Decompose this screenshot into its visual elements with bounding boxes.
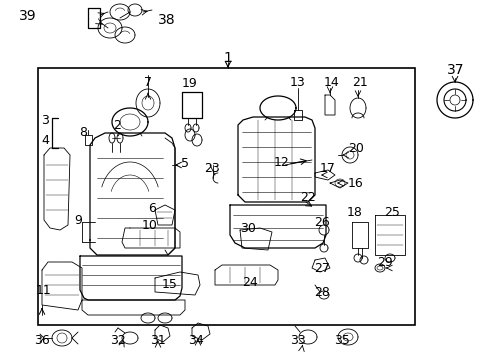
Text: 29: 29 [376,256,392,270]
Text: 6: 6 [148,202,156,215]
Text: 38: 38 [158,13,176,27]
Text: 28: 28 [313,287,329,300]
Text: 37: 37 [447,63,464,77]
Text: 19: 19 [182,77,198,90]
Text: 24: 24 [242,276,257,289]
Text: 26: 26 [313,216,329,229]
Text: 9: 9 [74,213,82,226]
Text: 33: 33 [289,333,305,346]
Text: 13: 13 [289,76,305,89]
Text: 31: 31 [150,333,165,346]
Text: 5: 5 [181,157,189,170]
Text: 35: 35 [333,333,349,346]
Text: 11: 11 [36,284,52,297]
Text: 2: 2 [113,118,121,131]
Text: 22: 22 [300,190,315,203]
Text: 17: 17 [320,162,335,175]
Text: 14: 14 [324,76,339,89]
Text: 25: 25 [383,206,399,219]
Text: 20: 20 [347,141,363,154]
Text: 36: 36 [34,333,50,346]
Text: 16: 16 [347,176,363,189]
Text: 8: 8 [79,126,87,139]
Text: 32: 32 [110,333,125,346]
Text: 7: 7 [143,76,152,89]
Text: 12: 12 [274,156,289,168]
Text: 23: 23 [203,162,220,175]
Text: 39: 39 [19,9,37,23]
Text: 21: 21 [351,76,367,89]
Text: 18: 18 [346,206,362,219]
Text: 34: 34 [188,333,203,346]
Text: 30: 30 [240,221,255,234]
Text: 3: 3 [41,113,49,126]
Text: 4: 4 [41,134,49,147]
Text: 15: 15 [162,279,178,292]
Text: 27: 27 [313,261,329,274]
Text: 1: 1 [223,51,232,65]
Bar [38,68,414,325]
Text: 10: 10 [142,219,158,231]
